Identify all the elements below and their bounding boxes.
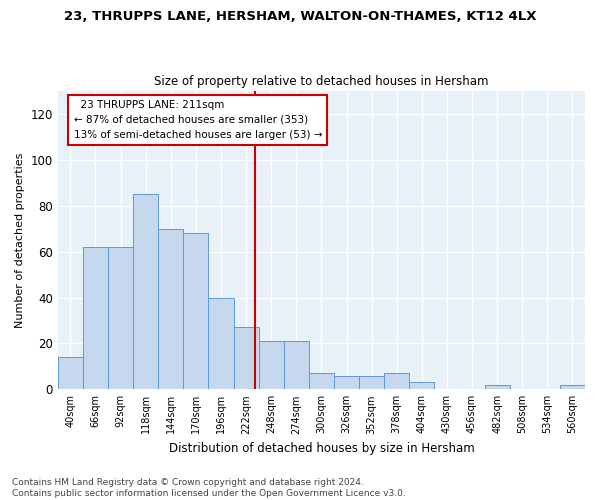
Bar bbox=[409, 382, 434, 390]
Bar bbox=[208, 298, 233, 390]
Bar bbox=[259, 341, 284, 390]
Bar bbox=[108, 247, 133, 390]
Text: 23 THRUPPS LANE: 211sqm  
← 87% of detached houses are smaller (353)
13% of semi: 23 THRUPPS LANE: 211sqm ← 87% of detache… bbox=[74, 100, 322, 140]
Bar bbox=[58, 357, 83, 390]
Y-axis label: Number of detached properties: Number of detached properties bbox=[15, 152, 25, 328]
Title: Size of property relative to detached houses in Hersham: Size of property relative to detached ho… bbox=[154, 76, 488, 88]
Bar bbox=[233, 328, 259, 390]
Bar bbox=[83, 247, 108, 390]
Bar bbox=[485, 384, 509, 390]
Bar bbox=[334, 376, 359, 390]
X-axis label: Distribution of detached houses by size in Hersham: Distribution of detached houses by size … bbox=[169, 442, 474, 455]
Bar bbox=[284, 341, 309, 390]
Bar bbox=[158, 228, 184, 390]
Bar bbox=[184, 234, 208, 390]
Bar bbox=[133, 194, 158, 390]
Bar bbox=[309, 373, 334, 390]
Text: 23, THRUPPS LANE, HERSHAM, WALTON-ON-THAMES, KT12 4LX: 23, THRUPPS LANE, HERSHAM, WALTON-ON-THA… bbox=[64, 10, 536, 23]
Bar bbox=[560, 384, 585, 390]
Text: Contains HM Land Registry data © Crown copyright and database right 2024.
Contai: Contains HM Land Registry data © Crown c… bbox=[12, 478, 406, 498]
Bar bbox=[384, 373, 409, 390]
Bar bbox=[359, 376, 384, 390]
